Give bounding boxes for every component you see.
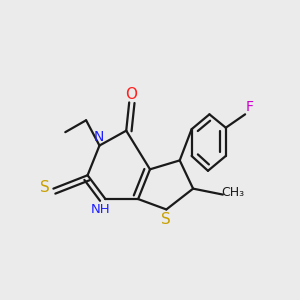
Text: CH₃: CH₃ (221, 186, 244, 199)
Text: S: S (40, 180, 50, 195)
Text: O: O (125, 87, 137, 102)
Text: F: F (246, 100, 254, 114)
Text: N: N (93, 130, 104, 144)
Text: S: S (161, 212, 171, 227)
Text: NH: NH (91, 203, 111, 216)
